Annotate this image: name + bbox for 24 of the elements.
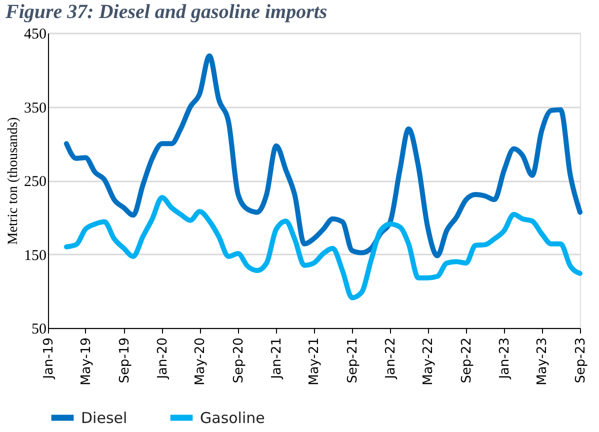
y-tick-label: 50 bbox=[32, 322, 46, 338]
x-tick-label: Jan-19 bbox=[42, 338, 56, 380]
y-tick-label: 250 bbox=[24, 174, 46, 190]
x-tick-label: Jan-22 bbox=[384, 338, 399, 380]
y-axis-title: Metric ton (thousands) bbox=[6, 116, 21, 245]
x-tick-label: Sep-21 bbox=[346, 338, 361, 384]
x-tick-label: Sep-22 bbox=[460, 338, 475, 384]
chart-title: Figure 37: Diesel and gasoline imports bbox=[4, 1, 328, 23]
x-tick-label: May-23 bbox=[535, 338, 550, 386]
legend-label: Diesel bbox=[81, 408, 128, 427]
x-tick-label: May-20 bbox=[193, 338, 208, 386]
x-tick-label: May-22 bbox=[421, 338, 436, 386]
x-tick-label: Jan-21 bbox=[270, 338, 285, 380]
x-tick-label: Sep-20 bbox=[232, 338, 247, 384]
x-tick-label: Sep-19 bbox=[117, 338, 132, 384]
y-tick-label: 150 bbox=[24, 248, 46, 264]
y-tick-label: 450 bbox=[24, 26, 46, 42]
x-tick-label: Jan-20 bbox=[155, 338, 170, 380]
x-tick-label: May-21 bbox=[307, 338, 322, 386]
y-tick-label: 350 bbox=[24, 100, 46, 116]
x-tick-label: Sep-23 bbox=[574, 338, 588, 384]
x-tick-label: Jan-23 bbox=[498, 338, 513, 380]
x-tick-label: May-19 bbox=[78, 338, 94, 386]
legend-label: Gasoline bbox=[200, 408, 265, 427]
